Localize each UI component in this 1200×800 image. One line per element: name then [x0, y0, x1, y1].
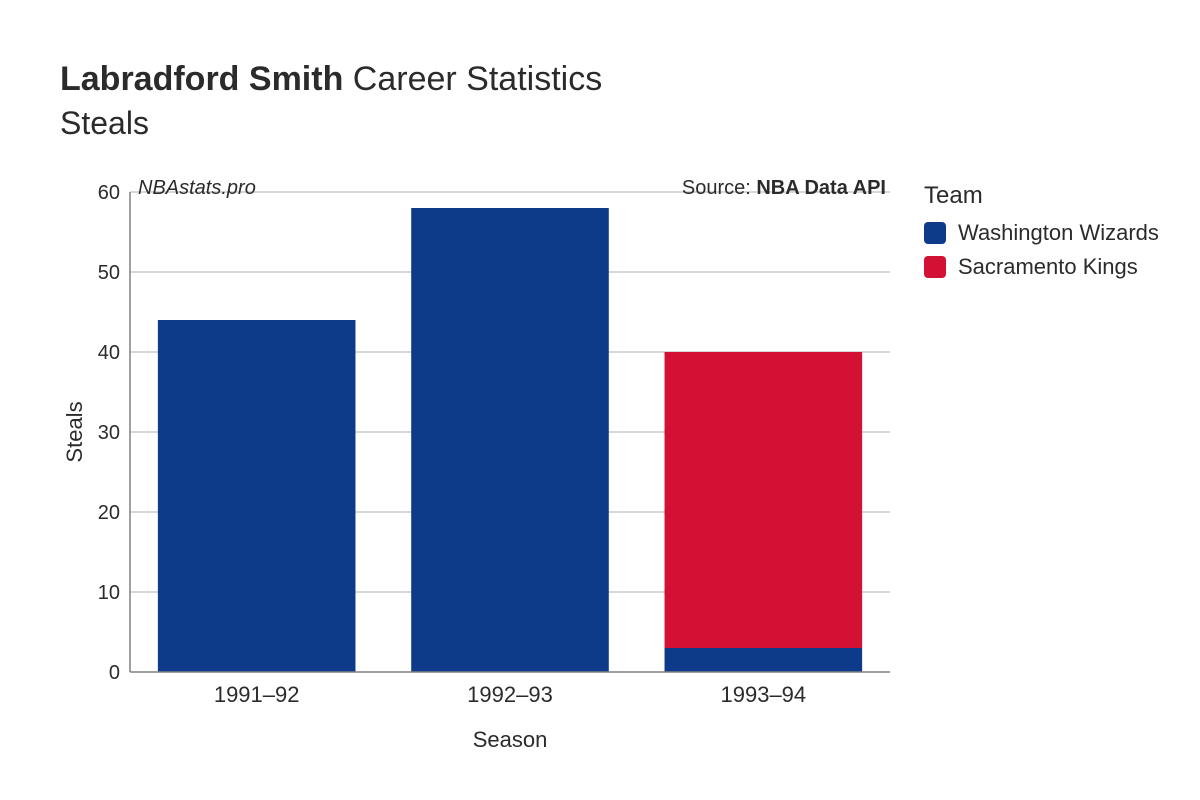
y-tick-label: 40	[98, 342, 120, 364]
title-player-name: Labradford Smith	[60, 60, 343, 98]
legend-item: Washington Wizards	[924, 220, 1159, 246]
y-tick-label: 0	[109, 662, 120, 684]
title-suffix: Career Statistics	[343, 60, 602, 98]
watermark: NBAstats.pro	[138, 177, 256, 199]
chart-container: Labradford Smith Career Statistics Steal…	[0, 0, 1200, 800]
chart-svg: 0 10 20 30 40 50 60 1991–92 1992–93 1993–94 Season…	[60, 172, 900, 772]
y-tick-label: 10	[98, 582, 120, 604]
x-tick-label: 1991–92	[214, 682, 300, 707]
bar-segment	[158, 320, 356, 672]
y-tick-label: 20	[98, 502, 120, 524]
legend-swatch	[924, 256, 946, 278]
chart-body: 0 10 20 30 40 50 60 1991–92 1992–93 1993–94 Season…	[60, 172, 1160, 772]
y-tick-label: 60	[98, 182, 120, 204]
y-tick-label: 50	[98, 262, 120, 284]
x-axis-label: Season	[473, 727, 548, 752]
legend-title: Team	[924, 182, 1159, 210]
chart-subtitle: Steals	[60, 105, 1160, 142]
source-label: Source: NBA Data API	[682, 177, 886, 199]
legend-swatch	[924, 222, 946, 244]
legend-item: Sacramento Kings	[924, 254, 1159, 280]
chart-title: Labradford Smith Career Statistics	[60, 60, 1160, 99]
y-axis-label: Steals	[62, 401, 87, 462]
x-tick-label: 1993–94	[721, 682, 807, 707]
legend-label: Washington Wizards	[958, 220, 1159, 246]
legend-label: Sacramento Kings	[958, 254, 1138, 280]
y-tick-label: 30	[98, 422, 120, 444]
bar-segment	[665, 648, 863, 672]
x-tick-label: 1992–93	[467, 682, 553, 707]
bar-segment	[665, 352, 863, 648]
bar-segment	[411, 208, 609, 672]
plot-area: 0 10 20 30 40 50 60 1991–92 1992–93 1993–94 Season…	[60, 172, 900, 772]
legend: Team Washington Wizards Sacramento Kings	[900, 172, 1159, 772]
